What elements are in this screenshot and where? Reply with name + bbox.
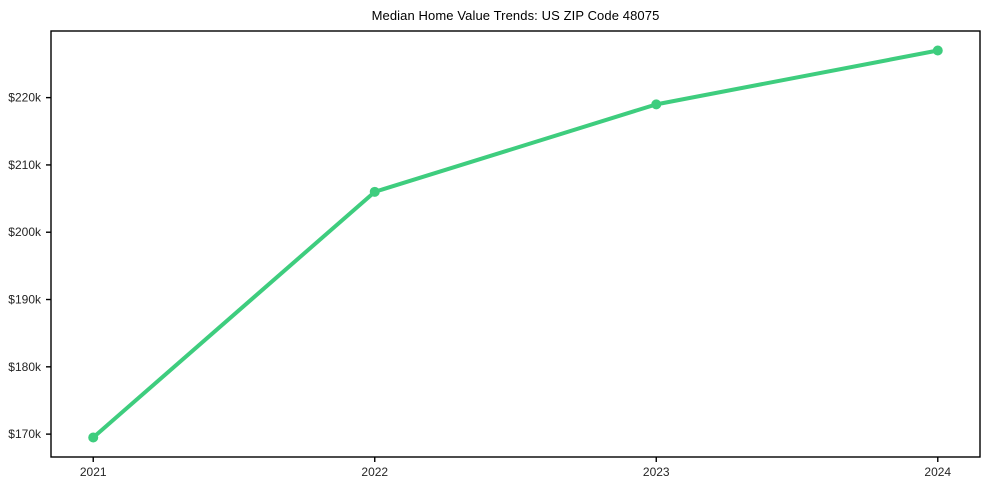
x-tick-label: 2022 <box>361 465 388 479</box>
chart-title: Median Home Value Trends: US ZIP Code 48… <box>371 8 660 23</box>
line-series <box>91 48 940 440</box>
y-tick-label: $220k <box>8 91 42 105</box>
x-tick-label: 2023 <box>643 465 670 479</box>
x-tick-label: 2021 <box>80 465 107 479</box>
y-tick-label: $190k <box>8 293 42 307</box>
data-point <box>369 186 380 197</box>
axis-frame <box>50 30 981 458</box>
y-tick-label: $200k <box>8 225 42 239</box>
data-point <box>651 99 662 110</box>
data-point <box>932 45 943 56</box>
y-tick-label: $210k <box>8 158 42 172</box>
x-tick-label: 2024 <box>924 465 951 479</box>
data-point <box>88 432 99 443</box>
y-tick-label: $180k <box>8 360 42 374</box>
y-tick-label: $170k <box>8 427 42 441</box>
